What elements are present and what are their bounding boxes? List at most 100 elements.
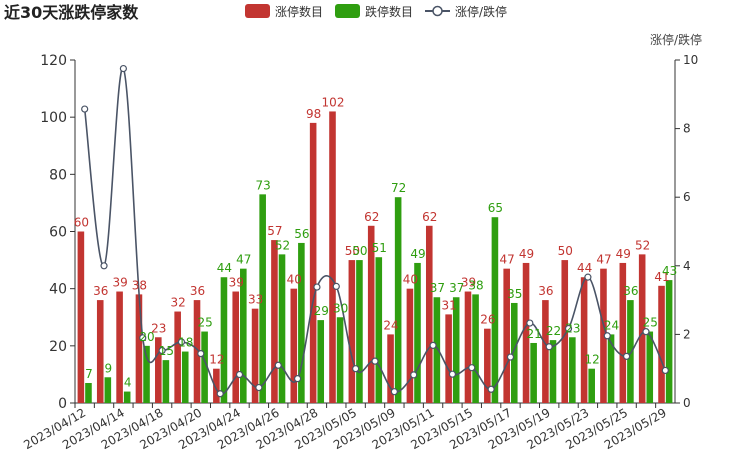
ratio-point <box>429 341 437 349</box>
limit-up-bar <box>464 291 472 403</box>
limit-down-bar <box>607 334 615 403</box>
limit-down-value-label: 25 <box>643 316 658 330</box>
ratio-point <box>623 352 631 360</box>
right-axis-title: 涨停/跌停 <box>650 32 702 47</box>
ratio-point <box>410 371 418 379</box>
limit-down-bar <box>201 331 208 403</box>
limit-down-value-label: 25 <box>197 316 212 330</box>
limit-up-bar <box>542 300 549 403</box>
ratio-point <box>487 385 495 393</box>
limit-down-value-label: 12 <box>585 353 600 367</box>
ratio-point <box>274 361 282 369</box>
limit-down-bar <box>665 280 673 403</box>
limit-down-value-label: 24 <box>604 318 619 332</box>
limit-up-bar <box>406 288 414 403</box>
limit-up-value-label: 102 <box>322 95 345 109</box>
limit-down-value-label: 22 <box>546 324 561 338</box>
ratio-point <box>448 370 457 378</box>
limit-down-value-label: 37 <box>430 281 445 295</box>
ratio-point <box>584 273 592 281</box>
limit-down-value-label: 18 <box>178 336 193 350</box>
ratio-point <box>119 64 127 73</box>
ratio-point <box>139 334 147 342</box>
limit-down-bar <box>220 277 228 403</box>
limit-down-bar <box>452 297 460 403</box>
legend-marker <box>432 5 443 17</box>
ratio-point <box>390 388 398 396</box>
ratio-point <box>603 332 611 340</box>
limit-up-value-label: 41 <box>654 270 669 284</box>
limit-up-bar <box>348 260 356 403</box>
ratio-point <box>545 343 553 351</box>
limit-up-bar <box>367 225 375 403</box>
limit-down-bar <box>433 297 441 403</box>
limit-down-value-label: 43 <box>662 264 677 278</box>
limit-up-value-label: 23 <box>151 321 166 335</box>
limit-down-value-label: 9 <box>105 361 113 375</box>
limit-down-value-label: 30 <box>333 301 348 315</box>
legend-label: 跌停数目 <box>365 4 413 19</box>
legend-label: 涨停数目 <box>275 4 323 19</box>
limit-down-value-label: 21 <box>526 327 541 341</box>
limit-up-bar <box>619 262 627 403</box>
limit-down-bar <box>85 382 92 403</box>
limit-down-bar <box>278 254 286 403</box>
limit-up-value-label: 24 <box>383 318 398 332</box>
limit-up-value-label: 33 <box>248 293 263 307</box>
legend-item-2[interactable]: 涨停/跌停 <box>425 4 507 19</box>
limit-up-value-label: 62 <box>364 210 379 224</box>
limit-up-bar <box>271 240 278 403</box>
limit-up-bar <box>522 262 530 403</box>
ratio-point <box>642 328 650 336</box>
limit-down-bar <box>298 242 305 403</box>
limit-down-value-label: 44 <box>217 261 232 275</box>
limit-down-bar <box>143 345 150 403</box>
limit-up-bar <box>155 337 162 403</box>
limit-up-value-label: 39 <box>112 276 127 290</box>
limit-down-bar <box>627 300 634 403</box>
y-right-tick-label: 10 <box>683 53 698 67</box>
ratio-point <box>177 338 186 346</box>
limit-down-value-label: 37 <box>449 281 464 295</box>
limit-up-value-label: 36 <box>190 284 205 298</box>
limit-up-value-label: 40 <box>287 273 302 287</box>
limit-up-bar <box>309 122 317 403</box>
limit-up-bar <box>600 268 607 403</box>
limit-up-bar <box>503 268 510 403</box>
limit-down-bar <box>569 337 576 403</box>
limit-down-value-label: 52 <box>275 238 290 252</box>
limit-up-value-label: 52 <box>635 238 650 252</box>
limit-up-bar <box>116 291 123 403</box>
limit-down-value-label: 73 <box>256 178 271 192</box>
limit-up-value-label: 44 <box>577 261 592 275</box>
limit-up-bar <box>135 294 143 403</box>
limit-up-value-label: 62 <box>422 210 437 224</box>
limit-up-bar <box>77 231 85 403</box>
y-left-tick-label: 120 <box>40 53 67 69</box>
limit-up-value-label: 47 <box>596 253 611 267</box>
legend[interactable]: 涨停数目 跌停数目 涨停/跌停 <box>245 4 507 19</box>
y-left-tick-label: 100 <box>40 110 67 126</box>
limit-down-value-label: 4 <box>124 376 132 390</box>
limit-down-bar <box>181 351 189 403</box>
limit-down-bar <box>472 294 479 403</box>
limit-down-value-label: 35 <box>507 287 522 301</box>
y-right-tick-label: 8 <box>683 122 691 136</box>
limit-up-value-label: 47 <box>500 253 515 267</box>
ratio-point <box>468 364 476 372</box>
ratio-point <box>371 357 379 365</box>
legend-item-0[interactable]: 涨停数目 <box>245 4 323 19</box>
limit-up-bar <box>445 314 452 403</box>
legend-item-1[interactable]: 跌停数目 <box>335 4 413 19</box>
ratio-line <box>83 67 667 395</box>
limit-up-bar <box>232 291 240 403</box>
bars <box>77 111 673 403</box>
limit-down-value-label: 50 <box>352 244 367 258</box>
ratio-point <box>158 346 166 355</box>
data-labels: 6073693943820231532183625124439473373575… <box>74 95 678 389</box>
limit-down-value-label: 38 <box>468 278 483 292</box>
limit-down-bar <box>375 257 383 403</box>
limit-up-value-label: 57 <box>267 224 282 238</box>
limit-down-value-label: 23 <box>565 321 580 335</box>
